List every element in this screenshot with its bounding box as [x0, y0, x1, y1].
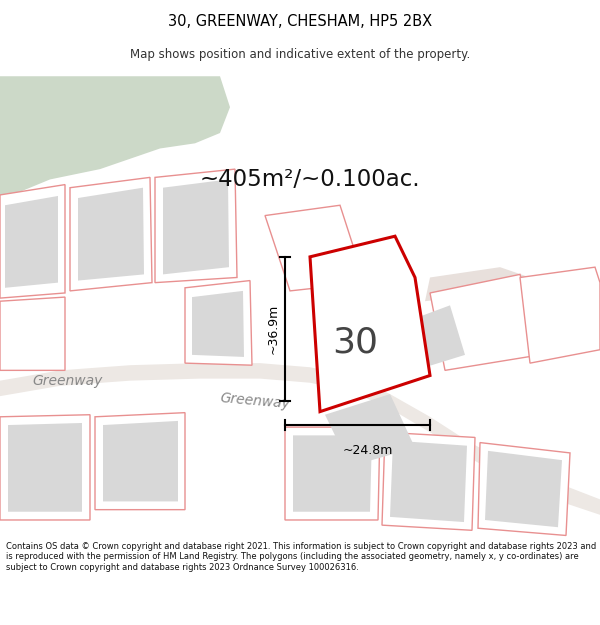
Polygon shape: [310, 236, 430, 412]
Polygon shape: [0, 184, 65, 298]
Polygon shape: [95, 412, 185, 509]
Text: ~24.8m: ~24.8m: [343, 444, 392, 457]
Text: ~405m²/~0.100ac.: ~405m²/~0.100ac.: [200, 168, 421, 191]
Polygon shape: [0, 415, 90, 520]
Polygon shape: [400, 306, 465, 371]
Polygon shape: [0, 363, 600, 515]
Polygon shape: [293, 436, 372, 512]
Polygon shape: [485, 451, 562, 528]
Text: ~36.9m: ~36.9m: [266, 304, 280, 354]
Polygon shape: [155, 169, 237, 282]
Polygon shape: [0, 297, 65, 371]
Polygon shape: [192, 291, 244, 357]
Polygon shape: [390, 441, 467, 522]
Polygon shape: [78, 188, 144, 281]
Text: 30, GREENWAY, CHESHAM, HP5 2BX: 30, GREENWAY, CHESHAM, HP5 2BX: [168, 14, 432, 29]
Polygon shape: [520, 267, 600, 363]
Polygon shape: [163, 179, 229, 274]
Text: Greenway: Greenway: [220, 391, 290, 411]
Polygon shape: [0, 76, 230, 200]
Polygon shape: [8, 423, 82, 512]
Polygon shape: [382, 432, 475, 530]
Polygon shape: [425, 267, 600, 339]
Polygon shape: [478, 442, 570, 536]
Text: Map shows position and indicative extent of the property.: Map shows position and indicative extent…: [130, 48, 470, 61]
Text: Greenway: Greenway: [33, 374, 103, 388]
Text: Contains OS data © Crown copyright and database right 2021. This information is : Contains OS data © Crown copyright and d…: [6, 542, 596, 572]
Polygon shape: [265, 205, 365, 291]
Polygon shape: [325, 394, 415, 466]
Polygon shape: [5, 196, 58, 288]
Text: 30: 30: [332, 326, 378, 359]
Polygon shape: [285, 427, 380, 520]
Polygon shape: [185, 281, 252, 365]
Polygon shape: [430, 274, 540, 371]
Polygon shape: [70, 177, 152, 291]
Polygon shape: [103, 421, 178, 501]
